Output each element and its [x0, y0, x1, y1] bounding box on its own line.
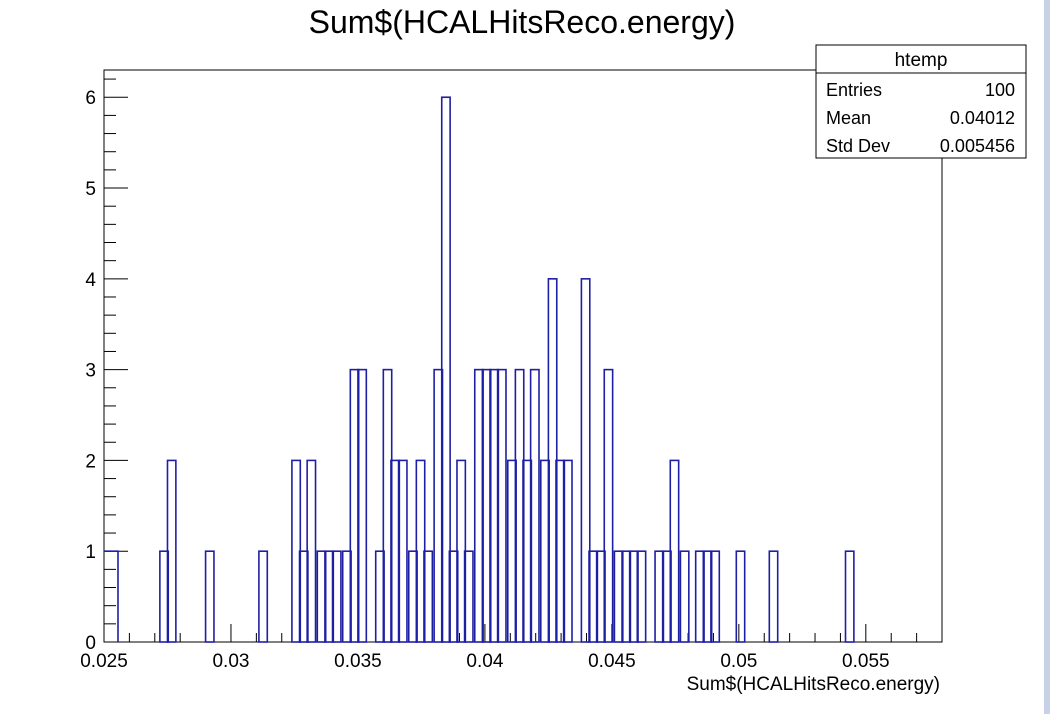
stats-box: htemp Entries 100 Mean 0.04012 Std Dev 0… [815, 44, 1027, 159]
stats-stddev-value: 0.005456 [940, 136, 1015, 156]
histogram-bin [440, 96, 451, 643]
stats-mean-label: Mean [826, 108, 871, 128]
y-tick-label: 3 [85, 361, 96, 382]
histogram-bin [580, 278, 591, 643]
histogram-bin [357, 368, 368, 643]
stats-entries-value: 100 [985, 80, 1015, 100]
histogram-bin [258, 550, 269, 643]
histogram-bin [463, 550, 474, 643]
histogram-bars [104, 96, 855, 643]
x-tick-label: 0.03 [212, 651, 249, 672]
stats-mean-value: 0.04012 [950, 108, 1015, 128]
histogram-bin [331, 550, 342, 643]
histogram-bin [496, 368, 507, 643]
y-tick-label: 2 [85, 451, 96, 472]
stats-box-title: htemp [895, 50, 948, 71]
x-tick-label: 0.04 [466, 651, 503, 672]
histogram-first-bin [104, 550, 119, 642]
histogram-bin [710, 550, 721, 643]
x-tick-label: 0.045 [588, 651, 636, 672]
histogram-bin [166, 459, 177, 643]
histogram-bin [636, 550, 647, 643]
x-tick-label: 0.035 [334, 651, 382, 672]
stats-stddev-label: Std Dev [826, 136, 890, 156]
histogram-bin [669, 459, 680, 643]
histogram-bin [529, 368, 540, 643]
x-tick-label: 0.055 [842, 651, 890, 672]
stats-entries-label: Entries [826, 80, 882, 100]
x-axis: 0.025 0.03 0.035 0.04 0.045 0.05 0.055 [80, 624, 943, 672]
y-tick-label: 4 [85, 270, 96, 291]
histogram-bin [306, 459, 317, 643]
histogram-bin [603, 368, 614, 643]
y-tick-label: 5 [85, 179, 96, 200]
histogram-bin [768, 550, 779, 643]
histogram-bin [735, 550, 746, 643]
histogram-bin [204, 550, 215, 643]
histogram-bin [844, 550, 855, 643]
histogram-bin [679, 550, 690, 643]
histogram-bin [423, 550, 434, 643]
y-tick-label: 1 [85, 542, 96, 563]
histogram-bin [562, 459, 573, 643]
chart-title: Sum$(HCALHitsReco.energy) [309, 4, 736, 40]
x-axis-label: Sum$(HCALHitsReco.energy) [687, 674, 940, 695]
y-tick-label: 0 [85, 633, 96, 654]
y-tick-label: 6 [85, 88, 96, 109]
window-edge [1044, 0, 1050, 714]
x-tick-label: 0.025 [80, 651, 128, 672]
histogram-bin [397, 459, 408, 643]
x-tick-label: 0.05 [720, 651, 757, 672]
y-axis: 0 1 2 3 4 5 6 [85, 78, 128, 654]
